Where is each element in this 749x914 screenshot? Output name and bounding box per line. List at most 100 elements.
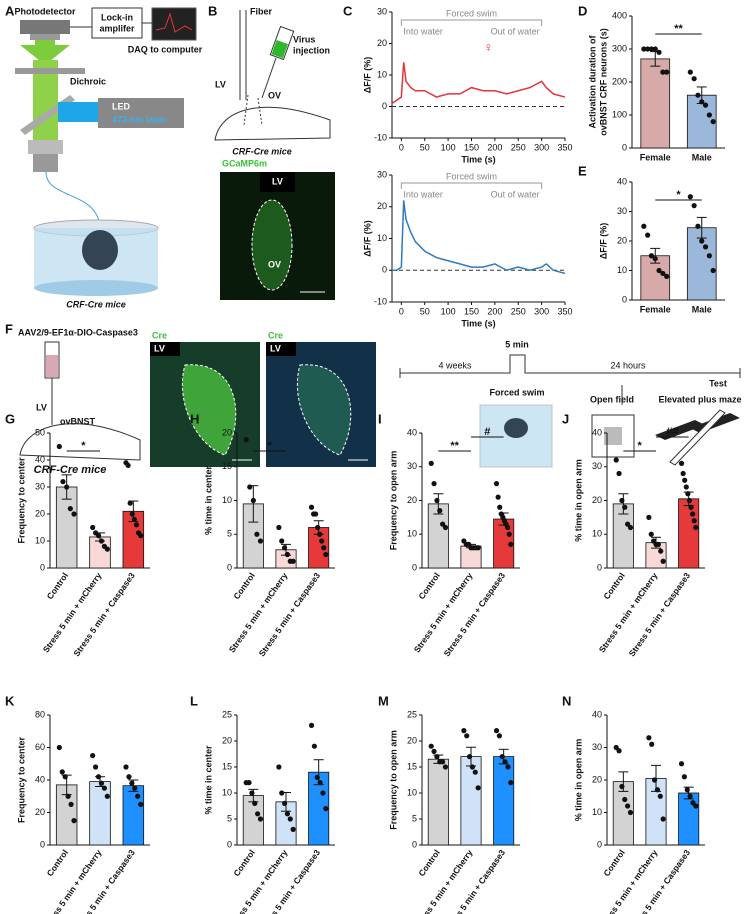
label: Dichroic [70, 76, 106, 86]
data-point [132, 785, 138, 791]
swim-bracket [400, 182, 543, 189]
x-tick-label: 350 [557, 306, 572, 316]
label: Virus [293, 34, 315, 44]
y-tick-label: 0 [382, 265, 387, 275]
annotation: Forced swim [446, 8, 497, 18]
annotation: Into water [403, 26, 443, 36]
y-tick-label: 0 [412, 839, 417, 849]
data-point [56, 744, 62, 751]
panel-label: N [562, 693, 571, 708]
label: ovBNST [60, 416, 96, 426]
data-point [706, 253, 712, 259]
data-point [281, 800, 288, 807]
y-tick-label: 25 [407, 709, 417, 719]
data-point [648, 46, 655, 52]
y-tick-label: 30 [377, 6, 387, 16]
y-axis-label: ovBNST CRF neurons (s) [598, 28, 608, 136]
panel-label: J [562, 411, 569, 426]
y-tick-label: 10 [592, 529, 602, 539]
data-point [71, 818, 77, 824]
sig-label: * [676, 189, 681, 201]
panel-label: B [208, 3, 217, 18]
y-tick-label: 40 [592, 427, 602, 437]
data-point [315, 524, 321, 531]
x-tick-label: Control [45, 848, 71, 878]
data-point [699, 238, 705, 244]
data-point [683, 484, 689, 490]
panel-label: L [190, 693, 198, 708]
label: Fiber [250, 6, 273, 16]
data-point [652, 256, 658, 262]
y-tick-label: 25 [222, 709, 232, 719]
y-axis-label: Frequency to open arm [388, 730, 398, 830]
data-point [243, 437, 249, 443]
y-tick-label: 20 [377, 38, 387, 48]
data-point [657, 793, 663, 799]
data-point [651, 777, 658, 783]
data-point [276, 524, 282, 531]
data-point [505, 524, 511, 531]
panel-label: M [378, 693, 389, 708]
data-point [135, 793, 141, 799]
x-tick-label: Stress 5 min + mCherry [41, 570, 104, 654]
data-point [281, 545, 288, 551]
data-point [138, 801, 144, 807]
y-tick-label: -10 [374, 296, 387, 306]
y-tick-label: 20 [35, 508, 45, 518]
data-point [691, 76, 697, 82]
annotation: Out of water [491, 189, 540, 199]
data-point [688, 504, 694, 510]
label: GCaMP6m [222, 158, 267, 168]
data-point [123, 764, 129, 770]
x-tick-label: Control [416, 848, 442, 878]
x-tick-label: Control [601, 571, 627, 601]
y-tick-label: 30 [592, 461, 602, 471]
data-point [646, 514, 652, 520]
data-point [502, 759, 508, 765]
data-point [702, 102, 709, 108]
data-point [127, 500, 133, 506]
y-axis-label: ΔF/F (%) [362, 220, 372, 256]
data-point [475, 545, 481, 551]
y-axis-label: Frequency to center [16, 736, 26, 823]
panel-label: G [5, 411, 15, 426]
y-tick-label: 10 [377, 233, 387, 243]
x-tick-label: 150 [464, 142, 479, 152]
x-tick-label: Control [601, 848, 627, 878]
y-tick-label: 10 [407, 787, 417, 797]
data-point [687, 793, 693, 799]
data-point [129, 511, 135, 517]
label: Cre [152, 330, 167, 340]
data-point [276, 764, 282, 770]
data-point [693, 803, 699, 809]
panel-label: K [5, 693, 15, 708]
data-point [627, 524, 634, 531]
data-point [464, 733, 470, 739]
y-axis-label: Frequency to open arm [388, 451, 398, 551]
bar [678, 498, 700, 569]
x-tick-label: Stress 5 min + Caspase3 [627, 570, 693, 658]
data-point [655, 541, 661, 547]
y-tick-label: 400 [612, 10, 627, 20]
data-point [442, 764, 449, 770]
data-point [431, 481, 437, 487]
annotation: Forced swim [446, 171, 497, 181]
y-tick-label: 30 [35, 481, 45, 491]
data-point [442, 524, 449, 531]
label: Open field [590, 394, 634, 404]
bar [493, 756, 515, 846]
annotation: Into water [403, 189, 443, 199]
y-tick-label: 0 [227, 562, 232, 572]
x-tick-label: 250 [511, 306, 526, 316]
y-tick-label: 5 [227, 529, 232, 539]
trace [392, 200, 566, 275]
y-tick-label: -10 [374, 132, 387, 142]
y-tick-label: 40 [592, 709, 602, 719]
data-point [317, 780, 323, 786]
data-point [691, 203, 697, 209]
data-point [290, 826, 296, 833]
y-tick-label: 0 [597, 839, 602, 849]
y-tick-label: 20 [222, 427, 232, 437]
label: 473-nm laser [112, 114, 168, 124]
